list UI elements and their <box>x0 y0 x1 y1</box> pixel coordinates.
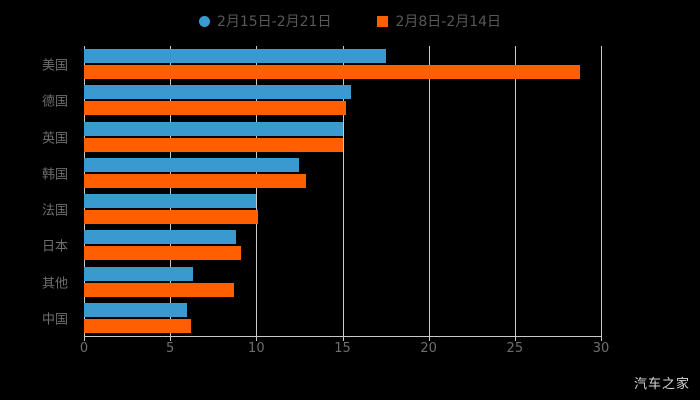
x-tick-mark <box>428 336 430 341</box>
y-axis-label: 日本 <box>41 239 68 255</box>
y-axis-label: 其他 <box>41 276 68 292</box>
x-tick-label: 30 <box>592 341 610 356</box>
legend-item-label: 2月8日-2月14日 <box>395 14 502 30</box>
x-tick-mark <box>342 336 344 341</box>
x-tick-label: 25 <box>506 341 524 356</box>
x-tick-mark <box>601 336 602 341</box>
bar-group <box>84 230 601 261</box>
x-tick-mark <box>84 336 85 341</box>
bar-1[interactable] <box>84 101 346 116</box>
gridline <box>514 46 516 336</box>
y-axis-category-labels: 美国德国英国韩国法国日本其他中国 <box>0 46 76 336</box>
bar-group <box>84 85 601 116</box>
chart-legend: 2月15日-2月21日 2月8日-2月14日 <box>0 8 700 34</box>
y-axis-label: 美国 <box>41 58 68 74</box>
legend-item-series-1[interactable]: 2月8日-2月14日 <box>377 11 501 31</box>
y-axis-label: 中国 <box>41 312 68 328</box>
gridline <box>601 46 602 336</box>
legend-item-series-0[interactable]: 2月15日-2月21日 <box>198 11 332 31</box>
x-tick-label: 0 <box>79 341 89 356</box>
legend-item-label: 2月15日-2月21日 <box>216 14 332 30</box>
bar-rows <box>84 46 601 336</box>
x-tick-label: 10 <box>248 341 265 356</box>
gridline <box>170 46 172 336</box>
bar-group <box>84 302 601 333</box>
bar-0[interactable] <box>84 121 343 136</box>
x-tick-mark <box>514 336 516 341</box>
bar-group <box>84 121 601 152</box>
plot-area <box>84 46 602 336</box>
y-axis-label: 韩国 <box>41 167 68 183</box>
bar-0[interactable] <box>84 302 188 317</box>
bar-1[interactable] <box>84 318 191 333</box>
bar-0[interactable] <box>84 85 352 100</box>
bar-group <box>84 49 601 80</box>
bar-1[interactable] <box>84 210 259 225</box>
bar-0[interactable] <box>84 157 300 172</box>
gridline <box>256 46 258 336</box>
gridline <box>84 46 85 336</box>
gridline <box>342 46 344 336</box>
square-marker-icon <box>377 15 389 27</box>
x-tick-mark <box>170 336 172 341</box>
bar-1[interactable] <box>84 65 581 80</box>
x-tick-label: 20 <box>420 341 437 356</box>
gridline <box>428 46 430 336</box>
bar-group <box>84 266 601 297</box>
bar-0[interactable] <box>84 230 236 245</box>
bar-group <box>84 194 601 225</box>
y-axis-label: 法国 <box>41 203 68 219</box>
bar-1[interactable] <box>84 173 307 188</box>
bar-0[interactable] <box>84 266 193 281</box>
watermark: 汽车之家 <box>633 377 690 392</box>
circle-marker-icon <box>198 15 210 27</box>
bar-1[interactable] <box>84 246 241 261</box>
y-axis-label: 英国 <box>41 131 68 147</box>
bar-0[interactable] <box>84 194 257 209</box>
y-axis-label: 德国 <box>41 94 68 110</box>
bar-0[interactable] <box>84 49 386 64</box>
bar-1[interactable] <box>84 137 343 152</box>
bar-group <box>84 157 601 188</box>
x-tick-mark <box>256 336 258 341</box>
bar-1[interactable] <box>84 282 234 297</box>
x-tick-label: 15 <box>334 341 351 356</box>
x-tick-label: 5 <box>166 341 175 356</box>
